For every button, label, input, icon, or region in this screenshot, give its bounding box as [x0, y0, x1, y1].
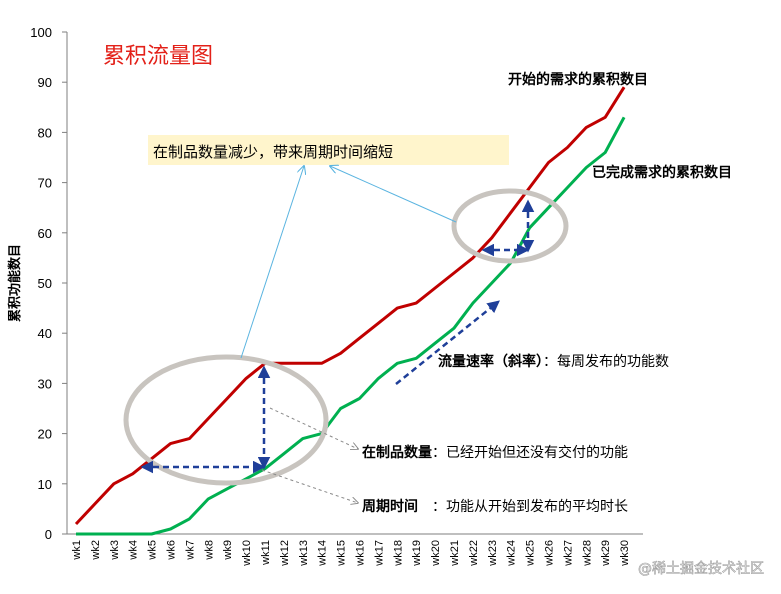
- x-tick-label: wk23: [487, 540, 499, 567]
- flow-rate-arrow: [395, 300, 500, 385]
- wip-callout-text: 在制品数量减少，带来周期时间缩短: [153, 143, 393, 161]
- y-tick-label: 90: [38, 75, 52, 90]
- x-tick-label: wk21: [449, 540, 461, 567]
- x-tick-label: wk8: [203, 540, 215, 561]
- x-tick-label: wk18: [392, 540, 404, 567]
- watermark: @稀土掘金技术社区: [638, 561, 764, 577]
- x-tick-label: wk15: [336, 540, 348, 567]
- x-tick-label: wk7: [184, 540, 196, 561]
- x-tick-label: wk1: [71, 540, 83, 561]
- y-tick-label: 30: [38, 376, 52, 391]
- series-label-started: 开始的需求的累积数目: [508, 71, 648, 88]
- x-tick-label: wk12: [279, 540, 291, 567]
- x-tick-label: wk5: [147, 540, 159, 561]
- x-tick-label: wk28: [581, 540, 593, 567]
- y-tick-label: 20: [38, 427, 52, 442]
- x-tick-label: wk10: [241, 540, 253, 567]
- y-axis-ticks: 0 10 20 30 40 50 60 70 80 90 100: [30, 25, 67, 542]
- y-tick-label: 60: [38, 226, 52, 241]
- y-tick-label: 80: [38, 125, 52, 140]
- x-tick-label: wk20: [430, 540, 442, 567]
- x-tick-label: wk24: [506, 540, 518, 567]
- x-tick-label: wk27: [562, 540, 574, 567]
- y-tick-label: 100: [30, 25, 52, 40]
- y-axis-label: 累积功能数目: [7, 244, 23, 322]
- callout-leader-left: [240, 166, 304, 359]
- x-tick-label: wk26: [544, 540, 556, 567]
- x-tick-label: wk6: [166, 540, 178, 561]
- x-tick-label: wk13: [298, 540, 310, 567]
- series-line-started: [74, 86, 626, 526]
- y-tick-label: 0: [45, 527, 52, 542]
- y-tick-label: 50: [38, 276, 52, 291]
- y-tick-label: 40: [38, 326, 52, 341]
- x-tick-label: wk4: [128, 540, 140, 561]
- x-tick-label: wk29: [600, 540, 612, 567]
- x-tick-label: wk19: [411, 540, 423, 567]
- x-tick-label: wk17: [373, 540, 385, 567]
- cycle-def-leader: [261, 469, 358, 503]
- wip-annotation: 在制品数量：已经开始但还没有交付的功能: [362, 444, 628, 461]
- x-tick-label: wk9: [222, 540, 234, 561]
- chart-title: 累积流量图: [103, 44, 213, 69]
- x-tick-label: wk11: [260, 540, 272, 566]
- x-tick-label: wk22: [468, 540, 480, 567]
- wip-large-ellipse: [123, 354, 329, 486]
- series-label-done: 已完成需求的累积数目: [592, 164, 732, 181]
- wip-small-ellipse: [451, 188, 569, 264]
- cycle-time-annotation: 周期时间 ：功能从开始到发布的平均时长: [362, 498, 628, 515]
- callout-leader-right: [330, 166, 457, 223]
- y-tick-label: 70: [38, 176, 52, 191]
- x-axis-ticks: wk1 wk2 wk3 wk4 wk5 wk6 wk7 wk8 wk9 wk10 wk11 wk12 w…: [71, 540, 631, 567]
- wip-callout-box: [148, 135, 509, 165]
- flow-rate-annotation: 流量速率（斜率）：每周发布的功能数: [438, 353, 669, 370]
- y-tick-label: 10: [38, 477, 52, 492]
- x-tick-label: wk30: [619, 540, 631, 567]
- series-line-done: [76, 116, 626, 536]
- x-tick-label: wk25: [525, 540, 537, 567]
- x-tick-label: wk2: [90, 540, 102, 561]
- x-tick-label: wk14: [317, 540, 329, 567]
- wip-def-leader: [269, 407, 358, 449]
- x-tick-label: wk3: [109, 540, 121, 561]
- x-tick-label: wk16: [355, 540, 367, 567]
